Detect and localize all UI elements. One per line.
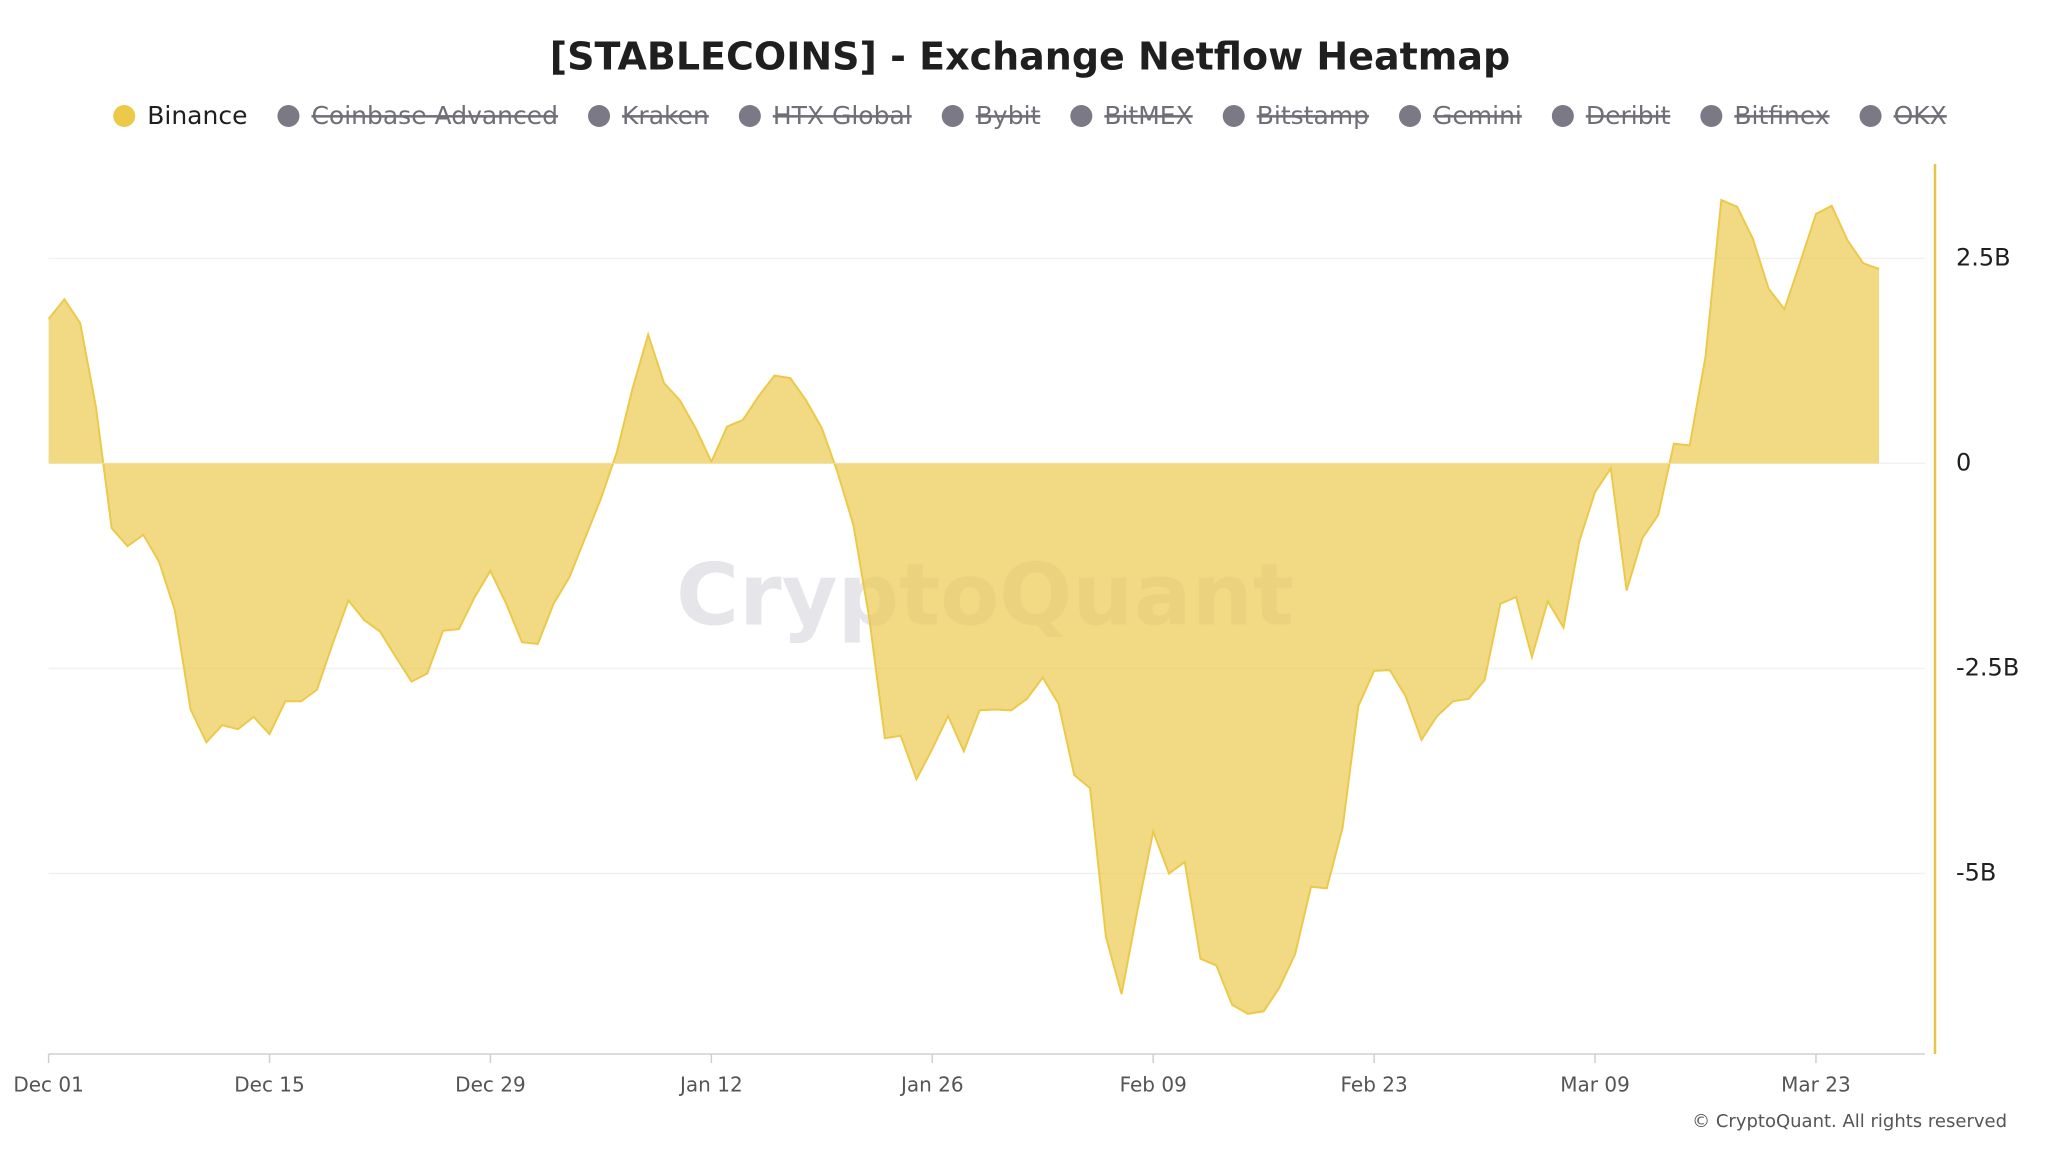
legend-label: Binance <box>147 101 247 130</box>
legend-label: Gemini <box>1433 101 1522 130</box>
x-tick-label: Mar 09 <box>1560 1073 1630 1097</box>
legend-marker <box>1859 105 1882 127</box>
legend-marker <box>1070 105 1093 127</box>
legend: Binance Coinbase Advanced Kraken HTX Global… <box>113 101 1947 130</box>
legend-marker <box>1222 105 1245 127</box>
legend-marker <box>588 105 611 127</box>
legend-label: OKX <box>1894 101 1947 130</box>
x-tick-label: Feb 23 <box>1341 1073 1408 1097</box>
legend-item[interactable]: BitMEX <box>1070 101 1193 130</box>
y-tick-label: 0 <box>1956 448 1971 476</box>
x-tick-label: Dec 01 <box>13 1073 84 1097</box>
x-tick-label: Dec 15 <box>234 1073 305 1097</box>
legend-marker <box>941 105 964 127</box>
legend-item[interactable]: Bitfinex <box>1700 101 1830 130</box>
legend-item[interactable]: Deribit <box>1551 101 1671 130</box>
y-tick-label: -5B <box>1956 859 1996 887</box>
legend-label: Kraken <box>622 101 709 130</box>
legend-item[interactable]: Kraken <box>588 101 709 130</box>
x-tick-label: Mar 23 <box>1781 1073 1851 1097</box>
legend-label: Bitstamp <box>1257 101 1369 130</box>
legend-item[interactable]: Bitstamp <box>1222 101 1369 130</box>
legend-label: HTX Global <box>773 101 912 130</box>
legend-item[interactable]: HTX Global <box>738 101 912 130</box>
legend-label: Deribit <box>1586 101 1671 130</box>
line <box>47 198 1880 1015</box>
legend-item[interactable]: Gemini <box>1399 101 1522 130</box>
x-tick-label: Feb 09 <box>1120 1073 1187 1097</box>
x-tick-label: Jan 12 <box>678 1073 743 1097</box>
y-tick-label: 2.5B <box>1956 243 2011 271</box>
legend-label: Bybit <box>976 101 1041 130</box>
legend-label: BitMEX <box>1104 101 1192 130</box>
legend-marker <box>738 105 761 127</box>
area <box>48 200 1880 1014</box>
legend-marker <box>1399 105 1422 127</box>
chart-title: [STABLECOINS] - Exchange Netflow Heatmap <box>550 35 1510 79</box>
legend-marker <box>1551 105 1574 127</box>
legend-item[interactable]: OKX <box>1859 101 1947 130</box>
legend-item[interactable]: Bybit <box>941 101 1041 130</box>
legend-item[interactable]: Coinbase Advanced <box>277 101 558 130</box>
legend-label: Bitfinex <box>1734 101 1829 130</box>
x-tick-label: Dec 29 <box>455 1073 526 1097</box>
legend-marker <box>277 105 300 127</box>
x-tick-label: Jan 26 <box>899 1073 964 1097</box>
footer: © CryptoQuant. All rights reserved <box>1692 1111 2007 1132</box>
y-tick-label: -2.5B <box>1956 653 2019 681</box>
legend-marker <box>1700 105 1723 127</box>
legend-item[interactable]: Binance <box>113 101 247 130</box>
legend-label: Coinbase Advanced <box>311 101 558 130</box>
legend-marker <box>113 105 136 127</box>
